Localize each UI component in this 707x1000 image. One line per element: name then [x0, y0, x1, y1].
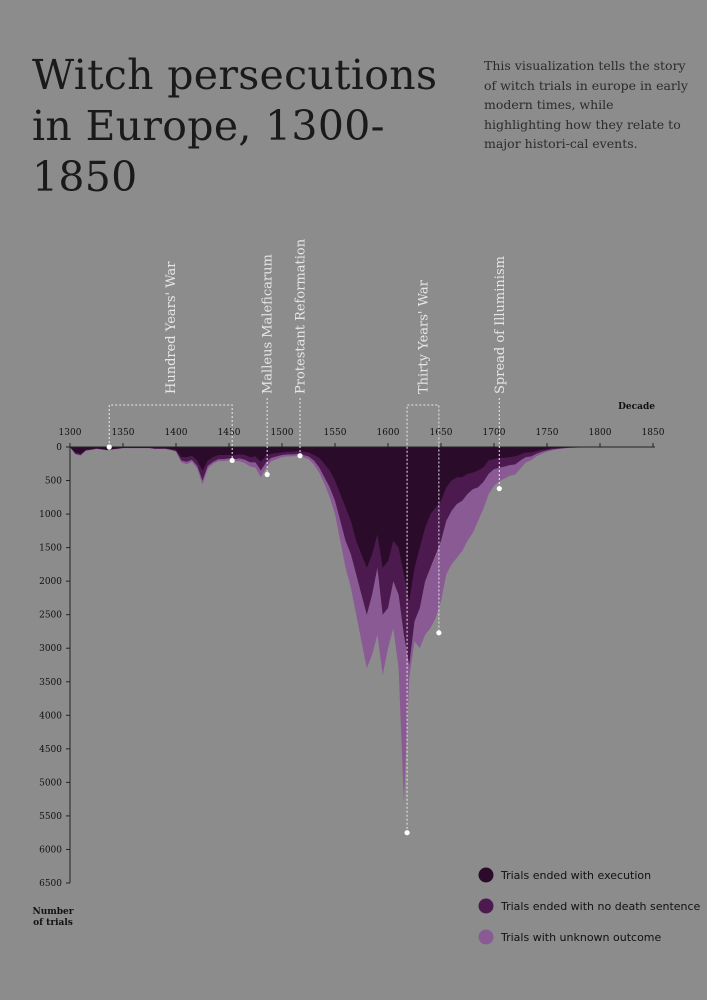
- event-marker: [404, 830, 410, 836]
- x-tick-label: 1850: [642, 428, 665, 438]
- event-marker: [297, 453, 303, 459]
- page-subtitle: This visualization tells the story of wi…: [484, 58, 688, 152]
- x-tick-label: 1600: [377, 428, 400, 438]
- y-tick-label: 2000: [39, 577, 62, 587]
- event-bracket: [108, 404, 233, 461]
- y-tick-label: 4000: [39, 711, 62, 721]
- event-label: Spread of Illuminism: [493, 256, 508, 394]
- x-tick-label: 1400: [165, 428, 188, 438]
- axes: 1300 1350 1400 1450 1500 1550 1600 1650 1700 1750…: [32, 402, 664, 928]
- page-title: Witch persecutions in Europe, 1300-1850: [32, 51, 438, 201]
- event-label: Malleus Maleficarum: [261, 254, 276, 394]
- legend-swatch: [478, 898, 494, 914]
- legend-swatch: [478, 929, 494, 945]
- y-tick-label: 4500: [39, 745, 62, 755]
- y-tick-label: 2500: [39, 611, 62, 621]
- y-tick-label: 1500: [39, 544, 62, 554]
- x-tick-label: 1650: [430, 428, 453, 438]
- event-label: Protestant Reformation: [294, 238, 309, 394]
- event-label: Thirty Years' War: [416, 279, 431, 394]
- legend-swatch: [478, 867, 494, 883]
- y-tick-label: 3500: [39, 678, 62, 688]
- legend: Trials ended with execution Trials ended …: [478, 867, 701, 945]
- x-tick-label: 1700: [483, 428, 506, 438]
- y-tick-label: 500: [45, 477, 62, 487]
- x-tick-label: 1500: [271, 428, 294, 438]
- area-trials-ended-with-no-death-sentence: [70, 447, 653, 665]
- event-marker: [229, 457, 235, 464]
- y-tick-label: 5000: [39, 778, 62, 788]
- x-tick-label: 1350: [112, 428, 135, 438]
- event-marker: [106, 444, 112, 450]
- y-tick-label: 3000: [39, 644, 62, 654]
- event-marker: [496, 485, 502, 492]
- y-tick-label: 5500: [39, 812, 62, 822]
- event-label: Hundred Years' War: [164, 261, 179, 394]
- y-tick-label: 1000: [39, 510, 62, 520]
- y-tick-label: 0: [56, 443, 62, 453]
- y-axis-title: Number of trials: [32, 907, 73, 928]
- area-trials-ended-with-execution: [70, 447, 653, 602]
- x-tick-label: 1750: [536, 428, 559, 438]
- legend-label: Trials ended with no death sentence: [500, 900, 701, 913]
- event-annotations: Hundred Years' War Malleus Maleficarum Pro…: [106, 238, 508, 836]
- area-layers: [70, 447, 653, 803]
- area-trials-with-unknown-outcome: [70, 447, 653, 803]
- x-tick-label: 1550: [324, 428, 347, 438]
- x-tick-label: 1300: [59, 428, 82, 438]
- event-marker: [436, 630, 442, 636]
- legend-label: Trials with unknown outcome: [500, 931, 662, 944]
- event-marker: [264, 471, 270, 478]
- y-tick-label: 6500: [39, 879, 62, 889]
- legend-label: Trials ended with execution: [500, 869, 651, 882]
- x-tick-label: 1450: [218, 428, 241, 438]
- x-tick-label: 1800: [589, 428, 612, 438]
- x-axis-title: Decade: [618, 402, 655, 412]
- y-tick-label: 6000: [39, 845, 62, 855]
- event-bracket: [406, 404, 440, 833]
